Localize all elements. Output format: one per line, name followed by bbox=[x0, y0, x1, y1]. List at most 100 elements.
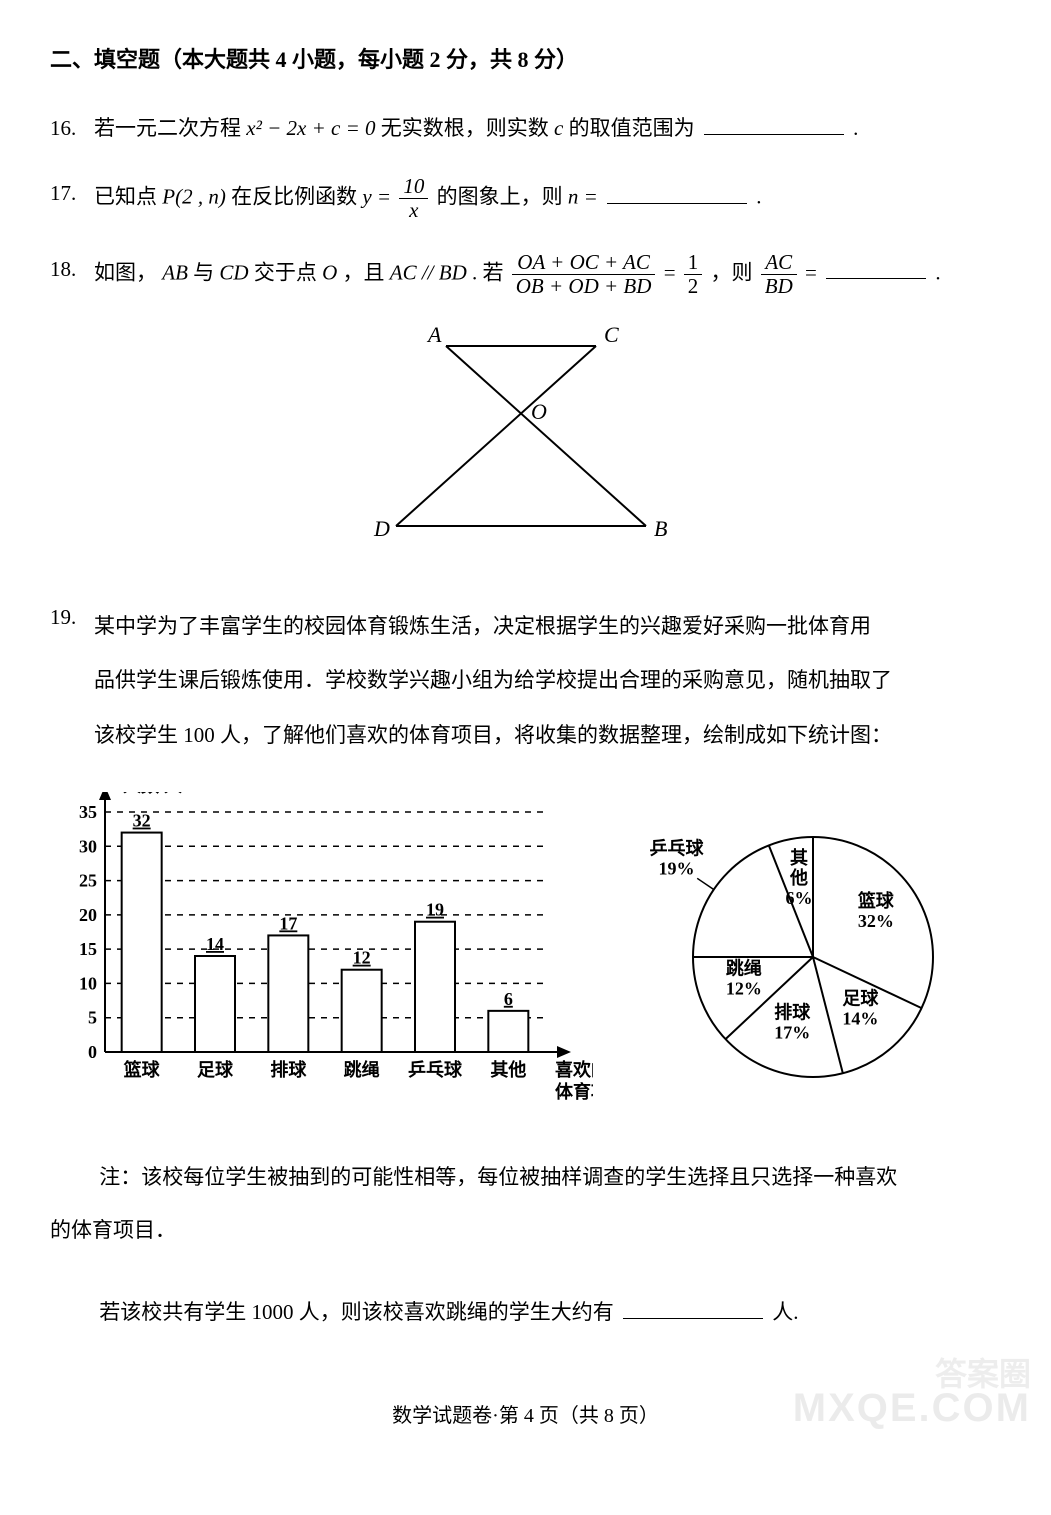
svg-text:足球: 足球 bbox=[842, 989, 879, 1009]
q18-text-e: . 若 bbox=[472, 260, 509, 284]
qbody-16: 若一元二次方程 x² − 2x + c = 0 无实数根，则实数 c 的取值范围… bbox=[94, 110, 1001, 148]
q19-final-b: 人. bbox=[772, 1300, 798, 1324]
q17-point: P(2 , n) bbox=[162, 185, 226, 209]
q16-var-c: c bbox=[554, 116, 563, 140]
q18-blank bbox=[826, 256, 926, 279]
q16-period: . bbox=[853, 116, 858, 140]
page-footer: 数学试题卷·第 4 页（共 8 页） bbox=[50, 1398, 1001, 1434]
q18-f3-num: AC bbox=[761, 251, 797, 275]
question-17: 17. 已知点 P(2 , n) 在反比例函数 y = 10 x 的图象上，则 … bbox=[50, 175, 1001, 222]
q17-frac-den: x bbox=[399, 199, 428, 222]
q19-p2: 品供学生课后锻炼使用．学校数学兴趣小组为给学校提出合理的采购意见，随机抽取了 bbox=[94, 653, 1001, 708]
svg-text:乒乓球: 乒乓球 bbox=[408, 1060, 463, 1080]
svg-text:跳绳: 跳绳 bbox=[726, 958, 762, 979]
svg-text:6: 6 bbox=[504, 989, 513, 1009]
q18-text-a: 如图， bbox=[94, 260, 157, 284]
svg-text:0: 0 bbox=[88, 1042, 97, 1062]
svg-text:25: 25 bbox=[79, 871, 97, 891]
svg-text:其: 其 bbox=[790, 848, 808, 868]
q19-p3: 该校学生 100 人，了解他们喜欢的体育项目，将收集的数据整理，绘制成如下统计图… bbox=[94, 708, 1001, 763]
question-19: 19. 某中学为了丰富学生的校园体育锻炼生活，决定根据学生的兴趣爱好采购一批体育… bbox=[50, 599, 1001, 763]
svg-text:17: 17 bbox=[279, 914, 297, 934]
q18-frac2: 1 2 bbox=[684, 251, 703, 298]
svg-text:喜欢的: 喜欢的 bbox=[555, 1059, 593, 1080]
bar-chart: 05101520253035人数/人32篮球14足球17排球12跳绳19乒乓球6… bbox=[50, 792, 593, 1122]
qbody-17: 已知点 P(2 , n) 在反比例函数 y = 10 x 的图象上，则 n = … bbox=[94, 175, 1001, 222]
svg-text:19%: 19% bbox=[658, 859, 694, 879]
q18-acbd: AC // BD bbox=[390, 260, 467, 284]
geometry-figure: ABCDO bbox=[50, 326, 1001, 569]
q16-text-b: 无实数根，则实数 bbox=[381, 116, 554, 140]
svg-text:乒乓球: 乒乓球 bbox=[649, 839, 704, 859]
svg-text:6%: 6% bbox=[785, 888, 812, 908]
qnum-17: 17. bbox=[50, 175, 94, 222]
svg-text:10: 10 bbox=[79, 974, 97, 994]
q18-eq: = bbox=[664, 260, 681, 284]
svg-text:他: 他 bbox=[789, 867, 808, 888]
q18-o: O bbox=[322, 260, 337, 284]
q18-eqsign: = bbox=[805, 260, 817, 284]
svg-text:C: C bbox=[604, 326, 619, 347]
q17-text-c: 的图象上，则 bbox=[437, 185, 568, 209]
q17-frac-num: 10 bbox=[399, 175, 428, 199]
svg-text:32: 32 bbox=[133, 811, 151, 831]
qnum-18: 18. bbox=[50, 251, 94, 298]
svg-text:30: 30 bbox=[79, 837, 97, 857]
q18-frac3: AC BD bbox=[761, 251, 797, 298]
svg-text:32%: 32% bbox=[858, 911, 894, 931]
svg-text:5: 5 bbox=[88, 1008, 97, 1028]
svg-text:篮球: 篮球 bbox=[857, 890, 895, 911]
q19-p1: 某中学为了丰富学生的校园体育锻炼生活，决定根据学生的兴趣爱好采购一批体育用 bbox=[94, 599, 1001, 654]
question-16: 16. 若一元二次方程 x² − 2x + c = 0 无实数根，则实数 c 的… bbox=[50, 110, 1001, 148]
q17-blank bbox=[607, 181, 747, 204]
q18-cd: CD bbox=[219, 260, 248, 284]
q18-ab: AB bbox=[162, 260, 188, 284]
svg-text:排球: 排球 bbox=[774, 1002, 811, 1023]
q18-frac1: OA + OC + AC OB + OD + BD bbox=[512, 251, 656, 298]
q19-note2: 的体育项目． bbox=[50, 1203, 1001, 1258]
svg-text:排球: 排球 bbox=[270, 1059, 307, 1080]
q16-blank bbox=[704, 112, 844, 135]
q17-frac: 10 x bbox=[399, 175, 428, 222]
svg-text:体育项目: 体育项目 bbox=[555, 1081, 593, 1102]
question-18: 18. 如图， AB 与 CD 交于点 O ，且 AC // BD . 若 OA… bbox=[50, 251, 1001, 298]
q17-text-b: 在反比例函数 bbox=[231, 185, 362, 209]
svg-text:D: D bbox=[373, 516, 390, 541]
q16-text-c: 的取值范围为 bbox=[569, 116, 695, 140]
q18-f1-num: OA + OC + AC bbox=[512, 251, 656, 275]
q18-text-d: ，且 bbox=[343, 260, 390, 284]
q16-eq: x² − 2x + c = 0 bbox=[246, 116, 375, 140]
svg-text:O: O bbox=[531, 399, 547, 424]
svg-text:其他: 其他 bbox=[490, 1059, 526, 1080]
svg-text:足球: 足球 bbox=[197, 1060, 234, 1080]
svg-text:14: 14 bbox=[206, 934, 224, 954]
qnum-19: 19. bbox=[50, 599, 94, 763]
geom-svg: ABCDO bbox=[366, 326, 686, 556]
charts-row: 05101520253035人数/人32篮球14足球17排球12跳绳19乒乓球6… bbox=[50, 792, 1001, 1122]
q17-text-a: 已知点 bbox=[94, 185, 162, 209]
q18-f2-den: 2 bbox=[684, 275, 703, 298]
svg-text:B: B bbox=[654, 516, 667, 541]
watermark-cn: 答案圈 bbox=[935, 1346, 1031, 1404]
svg-text:14%: 14% bbox=[842, 1009, 878, 1029]
qbody-19: 某中学为了丰富学生的校园体育锻炼生活，决定根据学生的兴趣爱好采购一批体育用 品供… bbox=[94, 599, 1001, 763]
qbody-18: 如图， AB 与 CD 交于点 O ，且 AC // BD . 若 OA + O… bbox=[94, 251, 1001, 298]
svg-text:篮球: 篮球 bbox=[123, 1059, 161, 1080]
pie-chart: 其他6%篮球32%足球14%排球17%跳绳12%乒乓球19% bbox=[633, 807, 1001, 1107]
q18-text-f: ，则 bbox=[711, 260, 758, 284]
q18-text-b: 与 bbox=[193, 260, 219, 284]
q17-eq-lhs: y = bbox=[362, 185, 391, 209]
q18-f2-num: 1 bbox=[684, 251, 703, 275]
svg-text:跳绳: 跳绳 bbox=[344, 1059, 380, 1080]
q19-final-a: 若该校共有学生 1000 人，则该校喜欢跳绳的学生大约有 bbox=[99, 1300, 614, 1324]
q19-note: 注：该校每位学生被抽到的可能性相等，每位被抽样调查的学生选择且只选择一种喜欢 bbox=[99, 1165, 897, 1189]
q19-blank bbox=[623, 1296, 763, 1319]
svg-text:人数/人: 人数/人 bbox=[123, 792, 183, 796]
svg-text:12: 12 bbox=[353, 948, 371, 968]
svg-text:15: 15 bbox=[79, 939, 97, 959]
svg-text:20: 20 bbox=[79, 905, 97, 925]
q18-f1-den: OB + OD + BD bbox=[512, 275, 656, 298]
qnum-16: 16. bbox=[50, 110, 94, 148]
svg-text:17%: 17% bbox=[774, 1023, 810, 1043]
q18-text-c: 交于点 bbox=[254, 260, 322, 284]
